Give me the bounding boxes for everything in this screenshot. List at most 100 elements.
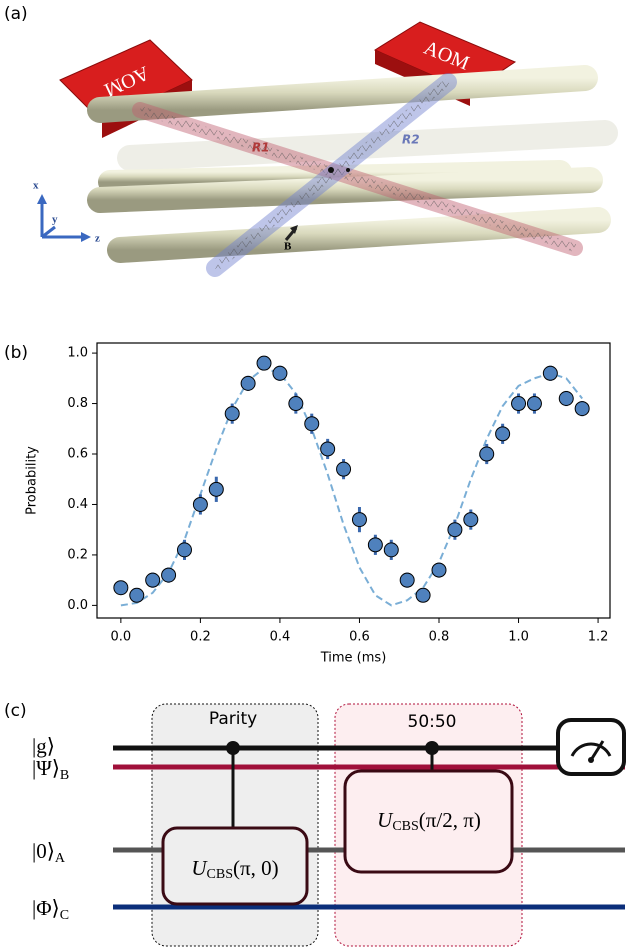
y-tick-label: 1.0: [67, 346, 88, 361]
beam-label: R1: [252, 141, 270, 155]
point: [272, 365, 288, 381]
axis-label: y: [52, 214, 58, 226]
beam-r1-wave: [138, 106, 577, 252]
point: [113, 580, 129, 596]
control-dot: [226, 741, 240, 755]
point: [320, 441, 336, 457]
x-tick-label: 1.2: [588, 630, 609, 645]
point: [495, 426, 511, 442]
rod: [107, 207, 611, 263]
control-dot: [425, 741, 439, 755]
axis-arrowhead: [81, 232, 91, 242]
meter-needle: [589, 740, 605, 761]
point: [304, 416, 320, 432]
field-label: B: [284, 241, 292, 253]
rod: [87, 167, 603, 213]
beam-r2-wave: [212, 78, 451, 272]
point: [240, 375, 256, 391]
y-tick-label: 0.8: [67, 396, 88, 411]
y-tick-label: 0.4: [67, 497, 88, 512]
wire-label: |0⟩A: [32, 839, 66, 866]
point: [526, 396, 542, 412]
beam-label: R2: [402, 133, 420, 147]
x-tick-label: 1.0: [508, 630, 529, 645]
panel-label: (b): [4, 343, 28, 363]
x-axis-label: Time (ms): [320, 651, 387, 666]
gate-subscript: CBS: [392, 819, 418, 834]
panel-label: (c): [4, 701, 27, 721]
wire-subscript: C: [60, 908, 69, 923]
point: [208, 481, 224, 497]
measurement: [556, 718, 626, 776]
point: [399, 572, 415, 588]
axis-label: x: [33, 180, 39, 192]
point: [288, 396, 304, 412]
wire-subscript: A: [55, 851, 66, 866]
y-axis-label: Probability: [25, 446, 40, 515]
wire-subscript: B: [60, 768, 69, 783]
axis-label: z: [95, 233, 100, 245]
y-tick-label: 0.2: [67, 547, 88, 562]
gate: [161, 826, 309, 906]
point: [479, 446, 495, 462]
meter-arc: [570, 742, 612, 757]
point: [224, 406, 240, 422]
point: [145, 572, 161, 588]
x-tick-label: 0.4: [270, 630, 291, 645]
x-tick-label: 0.0: [111, 630, 132, 645]
wire-labels: |g⟩|Ψ⟩B |0⟩A |Φ⟩C: [32, 734, 69, 923]
point: [161, 567, 177, 583]
point: [511, 396, 527, 412]
point: [574, 401, 590, 417]
point: [431, 562, 447, 578]
point: [367, 537, 383, 553]
box-label: Parity: [209, 709, 257, 729]
meter-pivot: [588, 757, 594, 763]
point: [415, 587, 431, 603]
point: [336, 461, 352, 477]
gate-label: UCBS(π/2, π): [377, 808, 481, 834]
gate-symbol: U: [191, 856, 208, 880]
point: [176, 542, 192, 558]
illustration: (a) AOM AOM R1 R2 B x y z: [4, 4, 618, 277]
gate-args: (π/2, π): [419, 808, 481, 832]
y-tick-label: 0.0: [67, 598, 88, 613]
parity-box: [151, 703, 319, 947]
wire-ket: |0⟩: [32, 839, 55, 863]
rod: [87, 65, 598, 123]
ion: [328, 167, 334, 173]
gate-subscript: CBS: [207, 867, 233, 882]
ion: [346, 168, 350, 172]
point: [383, 542, 399, 558]
point: [351, 512, 367, 528]
wire-ket: |Ψ⟩: [32, 756, 60, 780]
circuit: (c) Parity 50:50 UCBS(π, 0) UCBS(π/2, π)…: [4, 701, 626, 947]
gate-label: UCBS(π, 0): [191, 856, 278, 882]
x-tick-label: 0.8: [429, 630, 450, 645]
box-label: 50:50: [408, 712, 457, 732]
gate: [343, 769, 514, 874]
gate-symbol: U: [377, 808, 394, 832]
gate-args: (π, 0): [233, 856, 279, 880]
wire-label: |Φ⟩C: [32, 896, 69, 923]
y-tick-label: 0.6: [67, 447, 88, 462]
axis-arrowhead: [37, 194, 47, 204]
point: [542, 365, 558, 381]
plot-frame: [96, 342, 611, 619]
wire-ket: |g⟩: [32, 734, 55, 758]
x-tick-label: 0.6: [349, 630, 370, 645]
point: [463, 512, 479, 528]
point: [447, 522, 463, 538]
point: [129, 587, 145, 603]
x-tick-label: 0.2: [190, 630, 211, 645]
wire-label: |Ψ⟩B: [32, 756, 69, 783]
panel-label: (a): [4, 4, 28, 24]
chart: 0.0 0.2 0.4 0.6 0.8 1.0 0.0 0.2 0.4 0.6 0.8 1.0 1.2 T…: [25, 342, 611, 666]
point: [192, 496, 208, 512]
point: [558, 391, 574, 407]
point: [256, 355, 272, 371]
wire-ket: |Φ⟩: [32, 896, 60, 920]
field-arrowhead: [290, 225, 298, 234]
wire-label: |g⟩: [32, 734, 55, 758]
